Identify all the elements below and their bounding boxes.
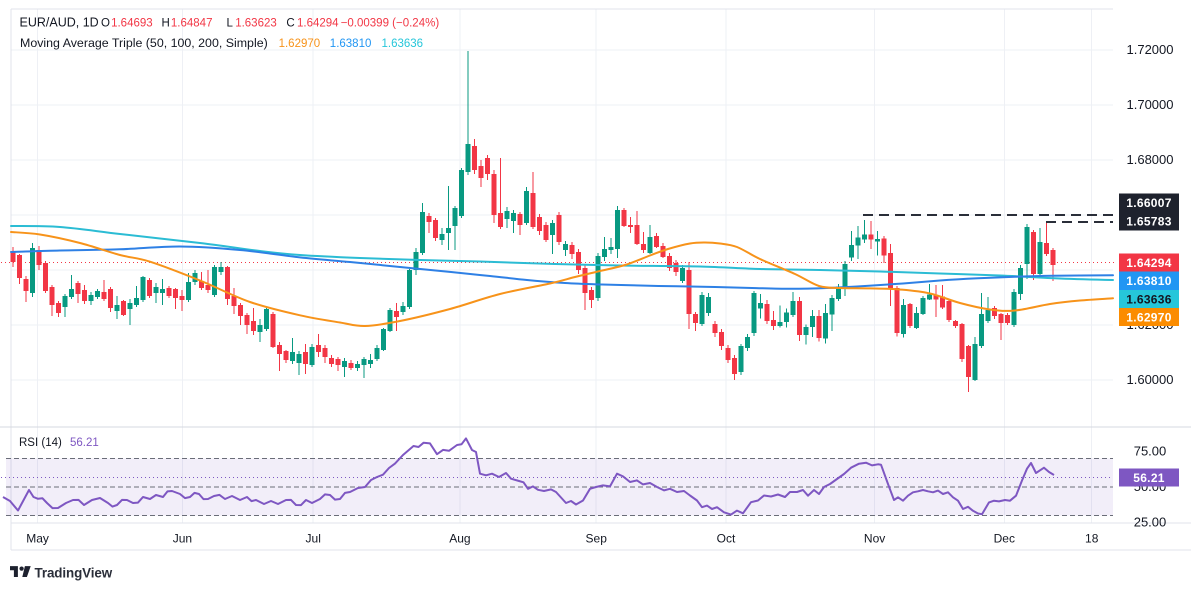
svg-text:Jul: Jul (306, 532, 321, 546)
svg-text:1.60000: 1.60000 (1127, 372, 1174, 387)
svg-text:Oct: Oct (717, 532, 736, 546)
svg-text:May: May (26, 532, 49, 546)
svg-text:1.66007: 1.66007 (1126, 196, 1172, 210)
svg-text:Sep: Sep (586, 532, 608, 546)
svg-text:56.21: 56.21 (70, 437, 99, 449)
svg-text:H: H (162, 18, 170, 30)
svg-text:Dec: Dec (994, 532, 1015, 546)
svg-text:L: L (227, 18, 234, 30)
svg-text:O: O (101, 18, 110, 30)
svg-text:Jun: Jun (173, 532, 192, 546)
svg-text:Nov: Nov (864, 532, 885, 546)
svg-text:1.68000: 1.68000 (1127, 152, 1174, 167)
svg-text:1.65783: 1.65783 (1126, 215, 1172, 229)
svg-text:RSI (14): RSI (14) (19, 437, 62, 449)
svg-text:1.62970: 1.62970 (1126, 310, 1172, 324)
svg-text:1.63636: 1.63636 (1126, 292, 1172, 306)
svg-text:1.64693: 1.64693 (111, 18, 153, 30)
svg-text:1.63810: 1.63810 (330, 38, 372, 50)
svg-text:1.63636: 1.63636 (382, 38, 424, 50)
svg-text:1.64294: 1.64294 (297, 18, 339, 30)
svg-text:−0.00399 (−0.24%): −0.00399 (−0.24%) (341, 18, 440, 30)
svg-text:18: 18 (1085, 532, 1099, 546)
svg-text:TradingView: TradingView (35, 565, 113, 580)
svg-text:1.70000: 1.70000 (1127, 97, 1174, 112)
svg-text:1.62970: 1.62970 (279, 38, 321, 50)
svg-text:Aug: Aug (449, 532, 470, 546)
svg-text:EUR/AUD, 1D: EUR/AUD, 1D (20, 16, 99, 30)
svg-text:Moving Average Triple (50, 100: Moving Average Triple (50, 100, 200, Sim… (20, 36, 268, 50)
svg-text:1.64294: 1.64294 (1126, 256, 1172, 270)
svg-text:56.21: 56.21 (1133, 471, 1165, 485)
svg-text:1.64847: 1.64847 (171, 18, 213, 30)
svg-text:25.00: 25.00 (1134, 515, 1167, 530)
svg-text:1.63623: 1.63623 (235, 18, 277, 30)
svg-text:75.00: 75.00 (1134, 444, 1167, 459)
svg-text:1.63810: 1.63810 (1126, 274, 1172, 288)
svg-text:1.72000: 1.72000 (1127, 42, 1174, 57)
svg-text:C: C (286, 18, 294, 30)
